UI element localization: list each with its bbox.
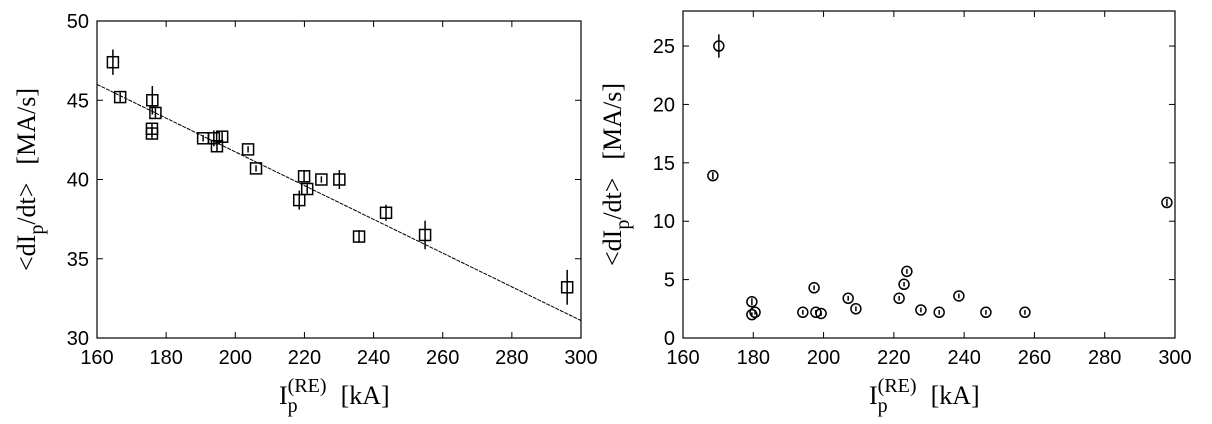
label-part: I [279, 381, 288, 410]
y-tick-label: 15 [653, 153, 675, 175]
point [898, 278, 910, 291]
point [249, 162, 263, 175]
y-tick-label: 50 [67, 11, 89, 33]
x-axis-label: Ip(RE) [kA] [279, 375, 390, 417]
point [352, 230, 366, 243]
label-part: [MA/s] [598, 83, 627, 160]
x-tick-label: 220 [877, 347, 910, 369]
point [746, 308, 758, 321]
y-tick-label: 40 [67, 170, 89, 192]
y-axis-label: <dIp/dt> [MA/s] [12, 88, 48, 271]
point [333, 173, 346, 186]
y-tick-label: 5 [664, 270, 675, 292]
point [707, 169, 719, 182]
point [713, 40, 725, 52]
point [106, 55, 120, 69]
point [1019, 306, 1031, 319]
point [560, 281, 574, 294]
x-tick-label: 280 [1088, 347, 1121, 369]
point [915, 304, 927, 316]
y-tick-label: 0 [664, 328, 675, 350]
label-part: [MA/s] [12, 88, 41, 165]
point [933, 306, 945, 319]
y-tick-label: 45 [67, 90, 89, 112]
point [145, 127, 159, 140]
x-tick-label: 260 [426, 347, 459, 369]
label-part: <dI [598, 230, 627, 266]
label-part: I [869, 381, 878, 410]
label-part: p [26, 225, 48, 235]
label-part: (RE) [288, 375, 327, 397]
x-tick-label: 200 [219, 347, 252, 369]
point [207, 132, 221, 145]
y-tick-label: 30 [67, 328, 89, 350]
point [797, 306, 809, 319]
point [297, 170, 311, 183]
x-tick-label: 200 [807, 347, 840, 369]
point [241, 143, 255, 156]
plot-frame [682, 10, 1176, 339]
label-part: (RE) [878, 375, 917, 397]
y-tick-label: 35 [67, 249, 89, 271]
panel: 160 180 200 220 240 260 280 3003035404550Ip(RE)… [12, 11, 598, 417]
label-part: [kA] [341, 381, 390, 410]
fit-line [96, 83, 582, 322]
point [1161, 196, 1173, 209]
point [953, 290, 965, 302]
x-tick-label: 300 [564, 347, 597, 369]
label-part: p [612, 220, 634, 230]
x-tick-label: 220 [288, 347, 321, 369]
x-tick-label: 260 [1018, 347, 1051, 369]
label-part: /dt> [598, 178, 627, 220]
point [850, 303, 862, 315]
label-part: <dI [12, 235, 41, 271]
point [315, 173, 328, 186]
point [379, 206, 393, 220]
y-tick-label: 20 [653, 94, 675, 116]
point [300, 182, 314, 196]
x-tick-label: 240 [357, 347, 390, 369]
point [893, 292, 905, 305]
x-tick-label: 160 [80, 347, 113, 369]
label-part: p [878, 395, 888, 417]
point [749, 306, 761, 319]
x-tick-label: 280 [495, 347, 528, 369]
y-tick-label: 25 [653, 36, 675, 58]
point [210, 139, 224, 153]
x-axis-label: Ip(RE) [kA] [869, 375, 980, 417]
point [808, 282, 820, 294]
point [292, 193, 306, 207]
y-axis-label: <dIp/dt> [MA/s] [598, 83, 634, 266]
x-tick-label: 300 [1158, 347, 1191, 369]
point [746, 296, 758, 308]
panel: 160 180 200 220 240 260 280 3000510152025Ip(RE)… [598, 10, 1192, 417]
label-part: [kA] [931, 381, 980, 410]
x-tick-label: 240 [947, 347, 980, 369]
x-tick-label: 180 [149, 347, 182, 369]
point [815, 307, 827, 320]
point [149, 106, 162, 120]
point [113, 90, 127, 104]
y-tick-label: 10 [653, 211, 675, 233]
point [418, 228, 432, 242]
label-part: /dt> [12, 183, 41, 225]
x-tick-label: 180 [737, 347, 770, 369]
point [146, 94, 159, 107]
point [980, 306, 992, 319]
x-tick-label: 160 [666, 347, 699, 369]
point [842, 292, 854, 305]
point [901, 265, 913, 278]
label-part: p [288, 395, 298, 417]
